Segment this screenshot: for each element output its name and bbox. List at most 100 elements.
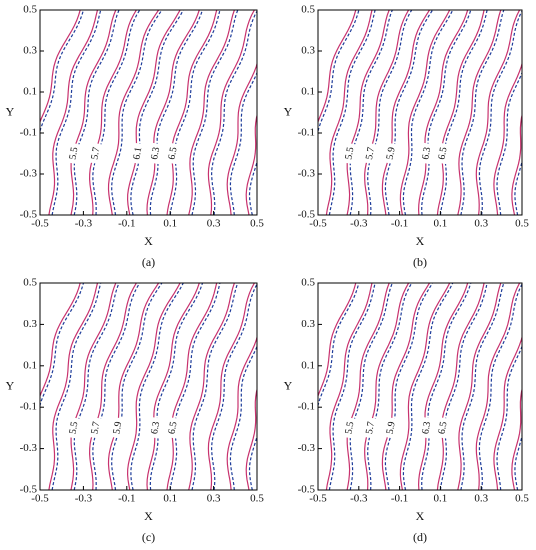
y-tick-label: 0.1 xyxy=(301,86,315,98)
contour-line xyxy=(88,10,137,215)
x-tick-label: -0.5 xyxy=(309,493,327,505)
label-bg xyxy=(165,417,181,439)
panel-caption: (a) xyxy=(142,255,155,269)
contour-line xyxy=(169,283,221,490)
contour-label: 5.7 xyxy=(364,421,377,435)
label-bg xyxy=(148,142,164,165)
contour-line xyxy=(460,10,505,215)
label-bg xyxy=(363,417,379,439)
contour-line xyxy=(436,283,485,490)
contour-line xyxy=(107,283,160,490)
y-tick-label: 0.5 xyxy=(23,4,37,16)
y-tick-label: 0.1 xyxy=(23,86,37,98)
contour-line xyxy=(457,10,502,215)
contour-label-group: 5.9 xyxy=(383,417,400,439)
contour-line xyxy=(188,283,235,490)
y-axis-label: Y xyxy=(284,378,293,392)
contour-line xyxy=(107,10,160,215)
y-tick-label: -0.5 xyxy=(20,484,38,496)
contour-line xyxy=(493,335,522,490)
contour-line xyxy=(207,283,255,490)
label-bg xyxy=(148,417,164,439)
contour-line xyxy=(92,283,141,490)
y-axis-label: Y xyxy=(6,104,15,118)
contour-line xyxy=(207,10,255,215)
contour-line xyxy=(191,283,239,490)
contour-line xyxy=(325,283,373,490)
y-tick-label: -0.5 xyxy=(298,209,316,221)
contour-label-group: 5.7 xyxy=(88,142,104,165)
contour-label-group: 5.5 xyxy=(66,417,82,439)
contour-label: 5.9 xyxy=(385,421,398,435)
label-bg xyxy=(435,417,451,439)
contour-label-group: 5.7 xyxy=(88,417,104,439)
contour-line xyxy=(402,10,454,215)
x-tick-label: -0.1 xyxy=(118,218,135,230)
contour-line xyxy=(40,283,81,398)
y-tick-label: 0.1 xyxy=(301,359,315,371)
y-tick-label: 0.5 xyxy=(301,277,315,289)
contour-line xyxy=(457,283,502,490)
panel-caption: (b) xyxy=(413,255,427,269)
y-tick-label: -0.5 xyxy=(20,209,38,221)
contour-line xyxy=(511,113,522,215)
contour-line xyxy=(70,283,117,490)
contour-line xyxy=(229,71,257,215)
contour-line xyxy=(73,283,120,490)
contour-line xyxy=(402,283,454,490)
plot-frame xyxy=(39,282,258,491)
x-axis-label: X xyxy=(416,234,425,248)
contour-label: 5.7 xyxy=(89,421,102,435)
x-tick-label: 0.5 xyxy=(250,218,264,230)
contour-line xyxy=(146,10,200,215)
contour-line xyxy=(126,283,181,490)
plot-area xyxy=(40,10,257,215)
label-bg xyxy=(342,417,358,439)
y-tick-label: -0.1 xyxy=(20,127,37,139)
contour-line xyxy=(421,283,472,490)
contour-label-group: 5.5 xyxy=(342,142,358,165)
contour-line xyxy=(399,10,451,215)
y-axis-label: Y xyxy=(284,104,293,118)
contour-line xyxy=(475,10,521,215)
contour-line xyxy=(40,10,81,124)
x-tick-label: 0.3 xyxy=(207,493,221,505)
contour-line xyxy=(381,283,431,490)
plot-area xyxy=(318,283,522,490)
x-tick-label: -0.3 xyxy=(75,493,93,505)
label-bg xyxy=(130,142,146,165)
x-tick-label: -0.5 xyxy=(31,218,49,230)
contour-line xyxy=(88,283,137,490)
contour-line xyxy=(130,283,184,490)
label-bg xyxy=(383,417,400,439)
contour-line xyxy=(346,283,390,490)
contour-line xyxy=(399,283,451,490)
contour-line xyxy=(130,10,184,215)
label-bg xyxy=(165,142,181,165)
contour-line xyxy=(381,10,431,215)
contour-label-group: 6.3 xyxy=(419,142,435,165)
contour-line xyxy=(325,10,373,215)
contour-line xyxy=(417,10,469,215)
y-tick-label: -0.5 xyxy=(298,484,316,496)
contour-line xyxy=(226,335,257,490)
contour-line xyxy=(475,283,521,490)
contour-line xyxy=(349,10,393,215)
contour-label-group: 5.5 xyxy=(342,417,358,439)
label-bg xyxy=(342,142,358,165)
label-bg xyxy=(66,142,82,165)
x-tick-label: 0.1 xyxy=(163,493,177,505)
contour-label: 6.3 xyxy=(420,421,433,435)
y-tick-label: 0.1 xyxy=(23,359,37,371)
plot-frame xyxy=(317,282,523,491)
contour-line xyxy=(367,283,413,490)
contour-line xyxy=(48,10,99,215)
contour-line xyxy=(51,283,102,490)
contour-label: 5.7 xyxy=(89,146,102,160)
contour-line xyxy=(367,10,413,215)
x-tick-label: -0.1 xyxy=(391,493,408,505)
y-tick-label: 0.3 xyxy=(23,45,37,57)
contour-line xyxy=(210,283,257,490)
contour-label: 5.5 xyxy=(343,146,356,160)
contour-label: 6.5 xyxy=(167,146,180,160)
